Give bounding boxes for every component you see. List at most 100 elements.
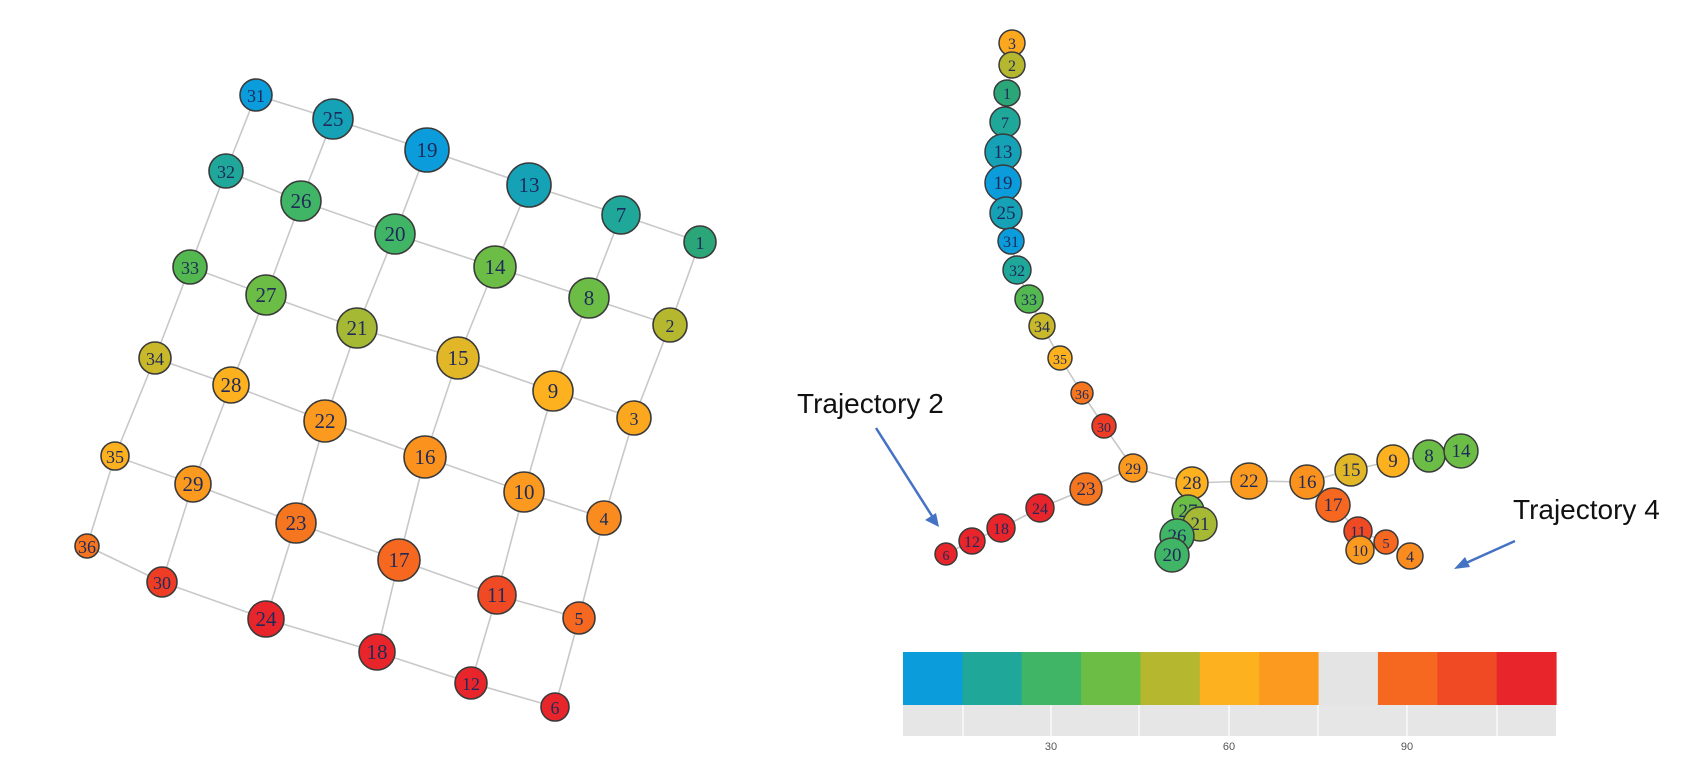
grid-node-label: 23	[286, 511, 307, 535]
grid-node-label: 19	[417, 138, 438, 162]
scale-swatch-3	[1021, 652, 1082, 705]
grid-node-1: 1	[683, 225, 717, 259]
grid-node-label: 3	[630, 409, 639, 429]
trajectory-node-24: 24	[1025, 493, 1055, 523]
grid-node-6: 6	[540, 692, 570, 722]
grid-node-label: 13	[519, 173, 540, 197]
grid-node-label: 34	[146, 349, 164, 369]
trajectory-node-label: 2	[1008, 58, 1016, 75]
grid-node-label: 31	[247, 86, 265, 106]
grid-node-label: 7	[616, 203, 627, 227]
trajectory-node-22: 22	[1230, 462, 1268, 500]
color-scale-bar: 30 60 90	[903, 652, 1557, 753]
grid-node-label: 12	[462, 674, 480, 694]
grid-node-label: 11	[487, 583, 507, 607]
grid-node-circle	[532, 370, 574, 412]
grid-node-circle	[146, 566, 178, 598]
grid-node-25: 25	[312, 98, 354, 140]
grid-node-circle	[616, 400, 652, 436]
trajectory-4-arrow	[1465, 539, 1516, 565]
trajectory-node-circle	[1334, 453, 1368, 487]
grid-node-label: 21	[347, 316, 368, 340]
grid-node-15: 15	[436, 336, 480, 380]
grid-graph-nodes: 1234567891011121314151617181920212223242…	[74, 78, 717, 722]
trajectory-node-label: 32	[1009, 263, 1025, 280]
trajectory-node-circle	[1014, 284, 1044, 314]
trajectory-node-label: 10	[1352, 543, 1368, 560]
grid-node-22: 22	[303, 399, 347, 443]
grid-node-label: 28	[221, 373, 242, 397]
grid-node-13: 13	[506, 162, 552, 208]
grid-node-12: 12	[454, 666, 488, 700]
trajectory-node-label: 1	[1003, 86, 1011, 103]
scale-swatch-10	[1437, 652, 1498, 705]
trajectory-node-8: 8	[1412, 439, 1446, 473]
trajectory-node-13: 13	[984, 133, 1022, 171]
grid-node-circle	[336, 307, 378, 349]
grid-node-label: 6	[551, 698, 560, 718]
trajectory-node-circle	[986, 513, 1016, 543]
trajectory-node-20: 20	[1154, 537, 1190, 573]
annotations: Trajectory 2 Trajectory 4	[797, 388, 1660, 569]
grid-node-label: 5	[575, 609, 584, 629]
grid-node-label: 29	[183, 472, 204, 496]
grid-node-circle	[568, 277, 610, 319]
grid-node-label: 18	[367, 640, 388, 664]
trajectory-node-label: 7	[1001, 115, 1009, 132]
grid-node-label: 33	[181, 258, 199, 278]
trajectory-node-circle	[1118, 453, 1148, 483]
grid-node-32: 32	[208, 153, 244, 189]
trajectory-node-label: 17	[1324, 495, 1343, 516]
trajectory-2-arrow	[874, 427, 934, 517]
trajectory-node-circle	[934, 542, 958, 566]
trajectory-node-28: 28	[1175, 466, 1209, 500]
trajectory-node-14: 14	[1443, 433, 1479, 469]
grid-node-circle	[239, 78, 273, 112]
scale-swatch-5	[1140, 652, 1201, 705]
grid-node-circle	[174, 465, 212, 503]
trajectory-node-29: 29	[1118, 453, 1148, 483]
trajectory-node-23: 23	[1069, 472, 1103, 506]
grid-node-circle	[652, 307, 688, 343]
grid-node-circle	[100, 441, 130, 471]
grid-node-label: 20	[385, 222, 406, 246]
grid-node-label: 1	[696, 233, 705, 253]
grid-node-circle	[477, 575, 517, 615]
trajectory-2-label: Trajectory 2	[797, 388, 944, 419]
trajectory-node-19: 19	[984, 164, 1022, 202]
trajectory-node-label: 20	[1163, 545, 1182, 566]
trajectory-node-circle	[1025, 493, 1055, 523]
trajectory-node-label: 25	[997, 203, 1016, 224]
trajectory-node-label: 36	[1075, 388, 1089, 403]
scale-swatch-8	[1318, 652, 1379, 705]
grid-node-label: 35	[106, 447, 124, 467]
trajectory-node-label: 6	[943, 549, 950, 564]
trajectory-node-label: 29	[1125, 461, 1141, 478]
scale-tick-label: 90	[1401, 741, 1413, 753]
trajectory-node-circle	[997, 227, 1025, 255]
grid-node-circle	[138, 341, 172, 375]
grid-node-16: 16	[403, 435, 447, 479]
trajectory-node-9: 9	[1376, 444, 1410, 478]
grid-node-circle	[562, 601, 596, 635]
grid-node-8: 8	[568, 277, 610, 319]
trajectory-node-25: 25	[989, 196, 1023, 230]
grid-node-circle	[586, 500, 622, 536]
grid-graph-edges	[86, 94, 701, 708]
grid-node-label: 15	[448, 346, 469, 370]
trajectory-node-36: 36	[1070, 381, 1094, 405]
grid-node-23: 23	[275, 502, 317, 544]
trajectory-node-label: 3	[1008, 36, 1016, 53]
scale-swatch-11	[1496, 652, 1557, 705]
trajectory-node-circle	[1396, 542, 1424, 570]
trajectory-2-arrowhead	[925, 513, 939, 527]
grid-node-label: 36	[78, 537, 96, 557]
scale-swatch-2	[962, 652, 1023, 705]
trajectory-node-label: 12	[964, 534, 980, 551]
trajectory-4-arrowhead	[1454, 557, 1470, 569]
grid-node-2: 2	[652, 307, 688, 343]
trajectory-node-32: 32	[1002, 255, 1032, 285]
trajectory-node-label: 4	[1406, 549, 1414, 566]
trajectory-node-circle	[1070, 381, 1094, 405]
trajectory-node-label: 22	[1240, 471, 1259, 492]
